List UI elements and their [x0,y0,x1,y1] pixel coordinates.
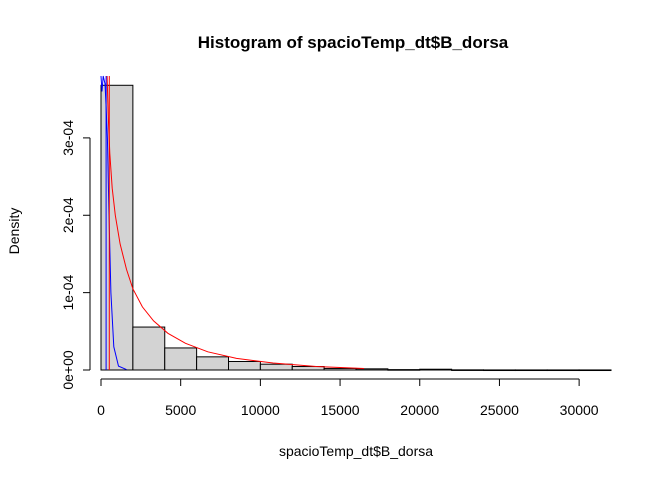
histogram-bar-15 [578,369,612,372]
density-curve-0 [106,75,365,369]
histogram-bar-2 [164,347,198,371]
histogram-bar-5 [259,363,293,371]
histogram-bar-4 [228,360,261,371]
histogram-bar-12 [483,369,516,372]
x-tick-label: 10000 [241,402,280,418]
histogram-bar-3 [196,356,229,371]
x-tick-label: 0 [97,402,105,418]
density-curve-1 [100,75,127,371]
x-axis: 0 5000 10000 15000 20000 25000 30000 [97,378,599,418]
histogram-bar-7 [323,367,357,371]
histogram-bar-13 [514,369,548,372]
x-axis-label: spacioTemp_dt$B_dorsa [279,443,433,459]
density-curves [100,75,365,371]
reference-lines [105,76,110,370]
x-tick-label: 5000 [165,402,196,418]
chart-title: Histogram of spacioTemp_dt$B_dorsa [198,33,509,52]
x-tick-label: 25000 [480,402,519,418]
x-tick-label: 15000 [321,402,360,418]
histogram-bars [100,84,612,372]
x-tick-label: 20000 [400,402,439,418]
y-tick-label: 2e-04 [60,197,76,233]
histogram-bar-8 [355,368,389,371]
y-axis: 0e+00 1e-04 2e-04 3e-04 [60,120,91,390]
y-axis-label: Density [6,208,22,255]
histogram-bar-11 [451,369,484,371]
y-tick-label: 3e-04 [60,120,76,156]
histogram-bar-14 [546,369,580,372]
histogram-bar-10 [419,368,453,371]
x-tick-label: 30000 [560,402,599,418]
histogram-bar-9 [387,369,421,371]
y-tick-label: 1e-04 [60,275,76,311]
histogram-bar-1 [132,326,166,371]
y-tick-label: 0e+00 [60,350,76,390]
